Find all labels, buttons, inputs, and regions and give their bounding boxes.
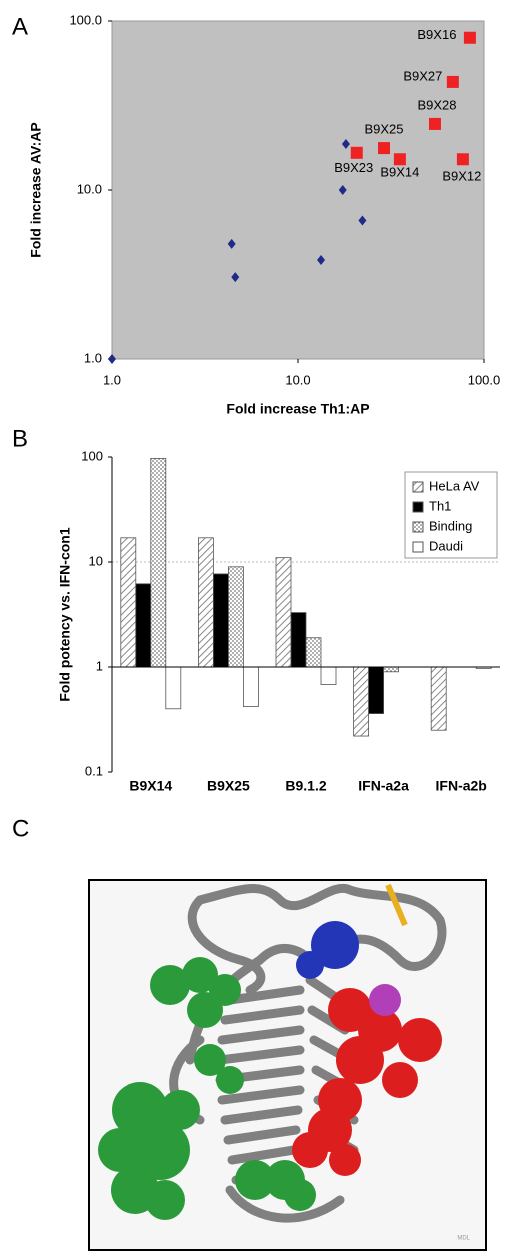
bar [212,573,229,668]
point [108,354,116,364]
y-axis-label: Fold potency vs. IFN-con1 [57,527,73,701]
point-label: B9X28 [417,97,456,112]
bar [275,557,292,668]
point [393,153,406,166]
point [338,185,347,195]
point [358,215,367,226]
bar [368,666,385,714]
point [231,272,240,283]
point-label: B9X12 [442,169,481,184]
point-label: B9X23 [334,160,373,175]
point [463,31,476,44]
y-tick-label: 10.0 [77,181,102,196]
legend-swatch [412,521,424,533]
point-label: B9X27 [403,68,442,83]
legend-swatch [412,541,424,553]
panel-label: C [12,815,29,842]
bar [197,537,214,668]
magenta-residue [369,984,401,1016]
point-label: B9X25 [364,122,403,137]
bar [150,457,167,668]
legend-label: Th1 [429,498,451,513]
y-tick-label: 100.0 [69,12,102,27]
bar [320,666,337,685]
y-tick-label: 0.1 [85,763,103,778]
watermark: MDL [457,1236,470,1242]
x-tick-label: IFN-a2a [358,778,409,794]
legend-swatch [412,501,424,513]
point-label: B9X14 [380,165,419,180]
y-tick-label: 10 [89,553,103,568]
bar [165,666,182,710]
protein-structure: MDL [88,879,487,1251]
point [428,117,441,130]
point [317,255,326,266]
green-residues [98,957,316,1220]
x-tick-label: 10.0 [285,372,310,387]
panel-label: B [12,425,28,452]
bar [353,666,370,737]
x-axis-label: Fold increase Th1:AP [226,401,369,417]
blue-residue [311,921,359,969]
y-axis-label: Fold increase AV:AP [28,122,44,257]
bar [242,666,259,707]
point [350,146,363,159]
legend-label: Binding [429,518,472,533]
scatter-panel: 1.0 10.0 100.0 1.0 10.0 100.0 Fold increase Th… [28,12,501,416]
x-tick-label: 100.0 [468,372,501,387]
point [378,142,391,155]
bar-panel: 0.1 1 10 100 Fold potency vs. IFN-con1 B9X14 B… [57,448,500,794]
legend-label: Daudi [429,538,463,553]
x-tick-label: B9X25 [207,778,250,794]
plot-area [111,20,485,360]
point [341,139,350,150]
disulfide [385,883,408,927]
point [446,75,459,88]
x-tick-label: B9.1.2 [285,778,326,794]
x-tick-label: B9X14 [129,778,172,794]
x-tick-label: 1.0 [103,372,121,387]
point [456,153,469,166]
legend-swatch [412,481,424,493]
bar [135,583,152,668]
blue-residue [296,951,324,979]
point-label: B9X16 [417,27,456,42]
bar [227,566,244,668]
bar [120,537,137,668]
bar [430,666,447,731]
y-tick-label: 1 [96,658,103,673]
bar [305,637,322,668]
y-tick-label: 1.0 [84,350,102,365]
red-residues [292,988,442,1176]
y-tick-label: 100 [81,448,103,463]
bar [383,666,400,673]
legend-label: HeLa AV [429,478,480,493]
bar [290,612,307,668]
point [227,238,236,249]
x-tick-label: IFN-a2b [436,778,487,794]
panel-label: A [12,13,28,40]
